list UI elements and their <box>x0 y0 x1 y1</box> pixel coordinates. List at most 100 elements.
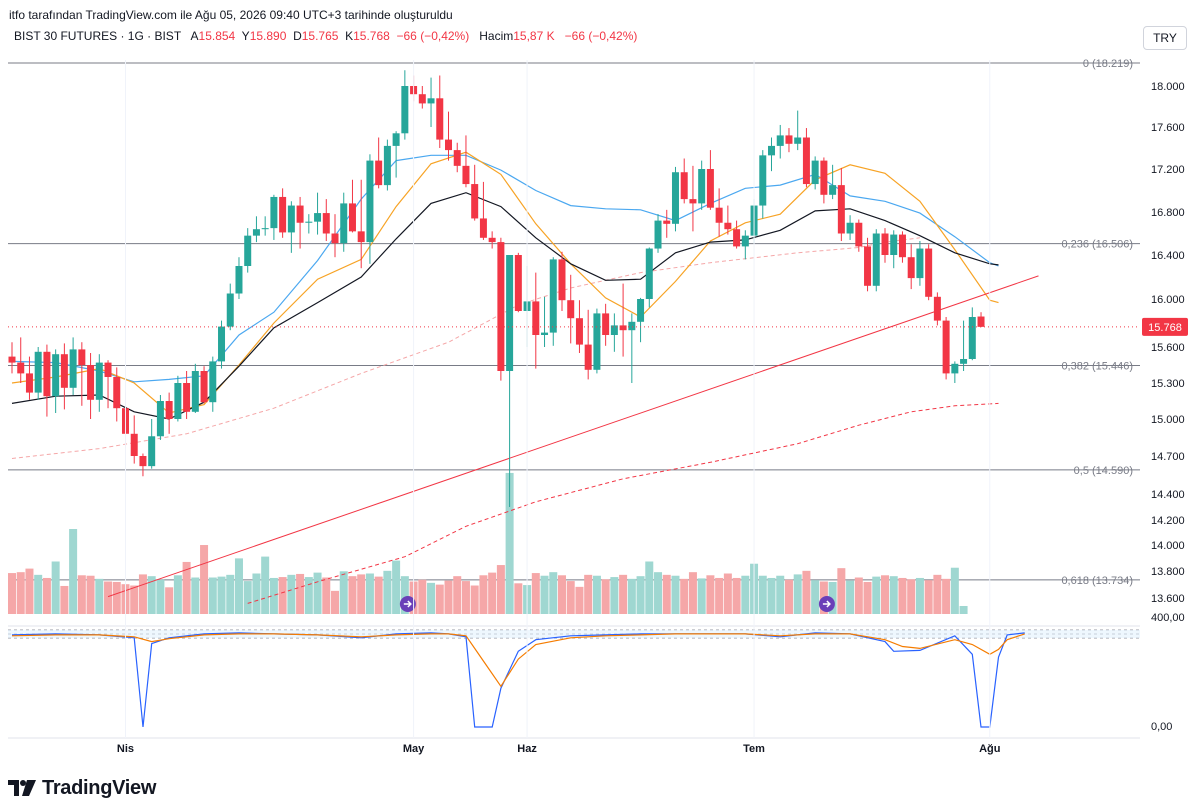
candle-body <box>951 363 959 374</box>
volume-bar <box>514 583 523 614</box>
low-value: 15.765 <box>301 29 339 43</box>
volume-bar <box>365 573 374 614</box>
blue-average-line <box>11 154 999 383</box>
candle-body <box>488 237 496 243</box>
volume-bar <box>435 584 444 614</box>
volume-bar <box>191 577 200 614</box>
time-axis-label: Haz <box>517 743 537 755</box>
candle-body <box>541 332 549 335</box>
candle-body <box>453 150 461 166</box>
price-axis-label: 17.200 <box>1151 164 1185 176</box>
candle-body <box>322 213 330 234</box>
time-axis-label: Nis <box>117 743 134 755</box>
volume-bar <box>837 568 846 614</box>
candle-body <box>235 266 243 294</box>
candle-body <box>87 365 95 400</box>
volume-bar <box>138 574 147 614</box>
volume-bar <box>933 574 942 614</box>
candle-body <box>183 383 191 412</box>
open-label: A <box>190 29 199 43</box>
chart-attribution: itfo tarafından TradingView.com ile Ağu … <box>9 8 453 22</box>
candle-body <box>60 354 68 388</box>
volume-bar <box>287 574 296 614</box>
current-price-tag <box>1142 317 1188 336</box>
candle-body <box>148 436 156 467</box>
volume-bar <box>706 575 715 614</box>
candle-body <box>479 218 487 238</box>
candle-body <box>17 362 25 374</box>
candle-body <box>960 359 968 364</box>
candle-body <box>898 234 906 258</box>
volume-bar <box>889 576 898 614</box>
open-value: 15.854 <box>198 29 236 43</box>
volume-bar <box>802 570 811 614</box>
candle-body <box>252 229 260 236</box>
volume-bar <box>400 576 409 614</box>
fib-label: 0,382 (15.446) <box>1061 360 1133 372</box>
volume-bar <box>427 582 436 614</box>
volume-bar <box>243 581 252 614</box>
volume-bar <box>173 575 182 614</box>
volume-bar <box>130 585 139 614</box>
volume-bar <box>828 581 837 614</box>
candle-body <box>43 351 51 397</box>
currency-button[interactable]: TRY <box>1143 26 1187 50</box>
close-label: K <box>345 29 354 43</box>
volume-bar <box>304 577 313 614</box>
candle-body <box>375 160 383 186</box>
candle-body <box>244 235 252 266</box>
volume-bar <box>566 581 575 614</box>
candle-body <box>706 169 714 208</box>
candle-body <box>261 228 269 230</box>
price-axis-label: 15.300 <box>1151 378 1185 390</box>
volume-bar <box>252 573 261 614</box>
oscillator-blue-line <box>11 632 1025 728</box>
candle-body <box>584 344 592 370</box>
candle-body <box>654 220 662 249</box>
price-axis-label: 16.000 <box>1151 294 1185 306</box>
candle-body <box>724 222 732 230</box>
volume-bar <box>147 576 156 614</box>
candle-body <box>418 94 426 104</box>
candle-body <box>968 317 976 359</box>
candle-body <box>8 356 16 363</box>
volume-bar <box>69 529 78 614</box>
volume-bar <box>234 558 243 614</box>
candle-body <box>872 233 880 286</box>
volume-bar <box>34 574 43 614</box>
price-axis-label: 14.400 <box>1151 489 1185 501</box>
candle-body <box>549 259 557 333</box>
volume-bar <box>531 573 540 614</box>
volume-bar <box>461 581 470 614</box>
high-label: Y <box>241 29 250 43</box>
candle-body <box>314 213 322 222</box>
price-axis-label: 14.700 <box>1151 451 1185 463</box>
chart-legend: BIST 30 FUTURES · 1G · BIST A15.854 Y 15.… <box>14 29 637 43</box>
candle-body <box>802 137 810 185</box>
candle-body <box>776 135 784 146</box>
volume-bar <box>226 574 235 614</box>
oscillator-axis-label: 0,00 <box>1151 721 1172 733</box>
volume-bar <box>165 587 174 614</box>
volume-bar <box>208 577 217 614</box>
symbol-name[interactable]: BIST 30 FUTURES · 1G · BIST <box>14 29 182 43</box>
candle-body <box>820 160 828 195</box>
volume-bar <box>60 585 69 614</box>
event-arrow-icon <box>822 600 831 608</box>
volume-bar <box>680 578 689 614</box>
volume-bar <box>872 576 881 614</box>
candle-body <box>837 185 845 234</box>
volume-bar <box>322 577 331 614</box>
volume-axis-label: 400,00 <box>1151 612 1185 624</box>
volume-bar <box>479 575 488 614</box>
volume-bar <box>200 545 209 614</box>
time-axis-label: May <box>403 743 425 755</box>
candle-body <box>401 86 409 134</box>
volume-bar <box>488 572 497 614</box>
volume-bar <box>156 579 165 614</box>
candle-body <box>715 207 723 223</box>
volume-bar <box>959 605 968 614</box>
volume-bar <box>418 579 427 614</box>
volume-bar <box>8 573 16 614</box>
